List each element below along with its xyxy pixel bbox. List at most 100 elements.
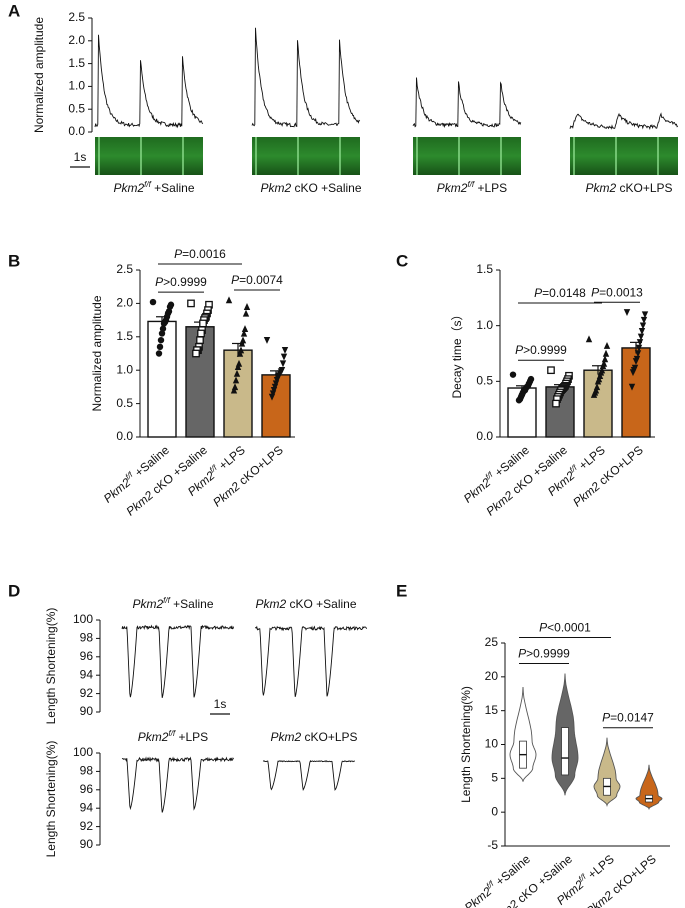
- y-tick-label: 20: [485, 669, 499, 683]
- text-run: Pkm2: [270, 730, 301, 744]
- text-run: >0.9999: [163, 275, 207, 289]
- data-point: [199, 319, 207, 328]
- linescan-band: [182, 137, 184, 175]
- data-point: [602, 349, 610, 357]
- text-run: f/f: [208, 463, 219, 475]
- data-point: [263, 336, 271, 344]
- data-point: [636, 339, 644, 347]
- text-run: Pkm2: [585, 181, 616, 195]
- trace: [262, 760, 356, 791]
- y-tick-label: 1.5: [116, 329, 133, 343]
- y-tick-label: 90: [80, 704, 94, 718]
- comparison-label: P>0.9999: [518, 647, 570, 661]
- comparison-label: P=0.0074: [231, 273, 283, 287]
- y-tick-label: 0.0: [476, 429, 493, 443]
- text-run: +LPS: [583, 852, 617, 884]
- y-tick-label: 2.0: [68, 33, 85, 47]
- linescan-band: [458, 137, 460, 175]
- text-run: +Saline: [151, 181, 195, 195]
- y-tick-label: 0: [491, 804, 498, 818]
- y-axis-label: Length Shortening(%): [44, 608, 58, 725]
- data-point: [629, 369, 637, 377]
- text-run: Pkm2: [138, 730, 169, 744]
- trace: [121, 756, 234, 813]
- comparison-label: P>0.9999: [155, 275, 207, 289]
- data-point: [196, 336, 204, 344]
- y-axis-label: Normalized amplitude: [32, 17, 46, 133]
- text-run: f/f: [577, 872, 588, 884]
- y-tick-label: 92: [80, 819, 94, 833]
- group-label: Pkm2 cKO+LPS: [270, 730, 357, 744]
- group-label: Pkm2f/f +Saline: [113, 180, 194, 196]
- text-run: +Saline: [170, 597, 214, 611]
- scale-bar-label: 1s: [214, 697, 227, 711]
- text-run: P: [602, 711, 610, 725]
- data-point: [638, 328, 646, 335]
- y-tick-label: 25: [485, 635, 499, 649]
- y-tick-label: 98: [80, 764, 94, 778]
- data-point: [640, 316, 648, 324]
- text-run: f/f: [483, 469, 494, 481]
- text-run: f/f: [168, 729, 175, 738]
- y-tick-label: 90: [80, 837, 94, 851]
- text-run: <0.0001: [547, 621, 591, 635]
- text-run: cKO +Saline: [291, 181, 362, 195]
- data-point: [590, 390, 598, 398]
- panel-letter: B: [8, 251, 20, 270]
- y-tick-label: 2.0: [116, 296, 133, 310]
- y-tick-label: 2.5: [116, 262, 133, 276]
- text-run: =0.0148: [542, 286, 586, 300]
- data-point: [187, 299, 195, 308]
- linescan-band: [416, 137, 418, 175]
- comparison-label: P<0.0001: [539, 621, 591, 635]
- text-run: cKO+LPS: [616, 181, 672, 195]
- data-point: [238, 339, 246, 347]
- violin: [593, 737, 621, 807]
- text-run: Pkm2: [113, 181, 144, 195]
- y-axis-label: Length Shortening(%): [459, 686, 473, 803]
- text-run: +LPS: [214, 443, 248, 475]
- data-point: [623, 309, 631, 317]
- text-run: f/f: [144, 180, 151, 189]
- text-run: +LPS: [175, 730, 208, 744]
- trace: [121, 624, 235, 699]
- data-point: [552, 399, 560, 408]
- text-run: cKO+LPS: [301, 730, 357, 744]
- text-run: Pkm2: [260, 181, 291, 195]
- box: [561, 727, 569, 776]
- data-point: [547, 366, 555, 375]
- panel-letter: D: [8, 581, 20, 600]
- linescan-band: [297, 137, 299, 175]
- panel-letter: C: [396, 251, 408, 270]
- comparison-label: P>0.9999: [515, 343, 567, 357]
- linescan-band: [615, 137, 617, 175]
- text-run: P: [174, 247, 182, 261]
- data-point: [281, 346, 289, 354]
- data-point: [243, 303, 251, 310]
- text-run: P: [534, 286, 542, 300]
- data-point: [601, 355, 609, 363]
- y-tick-label: 94: [80, 667, 94, 681]
- data-point: [240, 329, 248, 337]
- data-point: [280, 353, 288, 361]
- data-point: [599, 362, 607, 369]
- y-tick-label: 0.5: [476, 374, 493, 388]
- linescan-band: [255, 137, 257, 175]
- y-tick-label: 1.0: [476, 318, 493, 332]
- text-run: P: [591, 285, 599, 299]
- data-point: [158, 330, 166, 337]
- linescan-band: [573, 137, 575, 175]
- x-tick-label: Pkm2f/f +Saline: [100, 442, 172, 506]
- x-tick-label: Pkm2 cKO+LPS: [210, 443, 286, 510]
- data-point: [639, 322, 647, 330]
- text-run: >0.9999: [526, 647, 570, 661]
- comparison-label: P=0.0147: [602, 711, 654, 725]
- scale-bar-label: 1s: [74, 150, 87, 164]
- panel-letter: A: [8, 1, 20, 20]
- text-run: =0.0013: [599, 285, 643, 299]
- y-tick-label: 98: [80, 631, 94, 645]
- data-point: [242, 309, 250, 317]
- text-run: P: [518, 647, 526, 661]
- y-tick-label: 1.0: [116, 362, 133, 376]
- y-tick-label: 2.5: [68, 10, 85, 24]
